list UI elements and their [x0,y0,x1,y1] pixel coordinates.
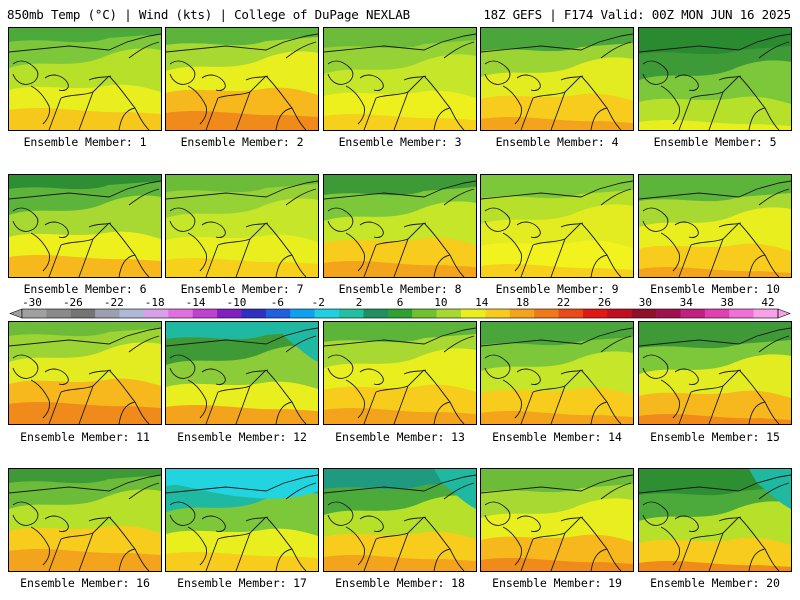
ensemble-member-label: Ensemble Member: 4 [495,135,619,149]
colorbar-tick-label: -26 [63,296,83,309]
colorbar-swatch [143,309,169,318]
colorbar-swatch [436,309,462,318]
ensemble-member-label: Ensemble Member: 20 [650,576,780,590]
ensemble-member-label: Ensemble Member: 2 [180,135,304,149]
ensemble-member-label: Ensemble Member: 16 [20,576,150,590]
colorbar-swatch [314,309,340,318]
colorbar-swatch [168,309,194,318]
colorbar-swatch [22,309,47,318]
colorbar-tick-label: 10 [434,296,447,309]
ensemble-member-label: Ensemble Member: 18 [335,576,465,590]
colorbar-tick-label: -6 [271,296,284,309]
colorbar-swatch [95,309,120,318]
colorbar-tick-label: 2 [356,296,363,309]
ensemble-member-label: Ensemble Member: 1 [23,135,147,149]
ensemble-member-label: Ensemble Member: 14 [492,430,622,444]
ensemble-member-map [323,174,477,278]
ensemble-member-map [8,321,162,425]
ensemble-member-label: Ensemble Member: 17 [177,576,307,590]
colorbar-swatch [460,309,486,318]
ensemble-member-map [480,27,634,131]
ensemble-member-label: Ensemble Member: 15 [650,430,780,444]
colorbar-swatch [70,309,96,318]
colorbar-right-arrow [777,308,791,319]
colorbar-swatch [339,309,364,318]
colorbar-swatch [363,309,389,318]
colorbar-tick-label: -14 [186,296,206,309]
figure-title: 850mb Temp (°C) | Wind (kts) | College o… [7,7,410,22]
colorbar-tick-label: 14 [475,296,489,309]
ensemble-member-map [638,27,792,131]
colorbar-swatch [607,309,632,318]
colorbar-tick-label: 6 [397,296,404,309]
colorbar-swatch [534,309,559,318]
colorbar-tick-label: -30 [22,296,42,309]
colorbar-tick-label: 18 [516,296,529,309]
ensemble-member-map [638,321,792,425]
colorbar-tick-label: 42 [761,296,774,309]
colorbar-swatch [217,309,242,318]
colorbar-tick-label: -18 [145,296,165,309]
colorbar-swatch [680,309,706,318]
colorbar-tick-label: 34 [680,296,694,309]
ensemble-member-map [480,321,634,425]
ensemble-member-map [323,321,477,425]
colorbar-swatch [558,309,584,318]
ensemble-member-label: Ensemble Member: 12 [177,430,307,444]
ensemble-member-map [480,174,634,278]
colorbar-tick-label: -10 [227,296,247,309]
ensemble-member-map [165,174,319,278]
colorbar-swatch [704,309,730,318]
ensemble-member-map [480,468,634,572]
colorbar-swatch [290,309,315,318]
colorbar-tick-label: 22 [557,296,570,309]
ensemble-member-map [165,27,319,131]
colorbar-swatch [46,309,72,318]
ensemble-member-label: Ensemble Member: 9 [495,282,619,296]
ensemble-member-map [8,468,162,572]
colorbar-swatch [656,309,681,318]
ensemble-member-label: Ensemble Member: 7 [180,282,304,296]
colorbar-tick-label: 26 [598,296,611,309]
ensemble-member-label: Ensemble Member: 13 [335,430,465,444]
colorbar-swatch [119,309,145,318]
colorbar-swatch [192,309,218,318]
ensemble-member-label: Ensemble Member: 10 [650,282,780,296]
colorbar-tick-label: -22 [104,296,124,309]
colorbar-swatch [753,309,779,318]
temperature-colorbar: -30 -26 -22 -18 -14 -10 -6 -2 2 6 10 14 18 22 26 30 34 38… [9,296,791,319]
ensemble-member-map [165,321,319,425]
ensemble-member-map [638,174,792,278]
colorbar-tick-label: 30 [639,296,652,309]
colorbar-swatch [582,309,608,318]
ensemble-member-map [323,27,477,131]
colorbar-swatch [387,309,413,318]
ensemble-member-map [8,174,162,278]
colorbar-tick-label: -2 [312,296,325,309]
colorbar-swatch [509,309,535,318]
colorbar-swatch [241,309,267,318]
colorbar-swatch [412,309,437,318]
colorbar-swatch [265,309,291,318]
ensemble-member-label: Ensemble Member: 11 [20,430,150,444]
colorbar-swatch [485,309,511,318]
ensemble-member-map [165,468,319,572]
ensemble-member-label: Ensemble Member: 8 [338,282,462,296]
ensemble-member-map [638,468,792,572]
ensemble-member-label: Ensemble Member: 19 [492,576,622,590]
ensemble-member-map [323,468,477,572]
ensemble-member-label: Ensemble Member: 5 [653,135,777,149]
ensemble-member-label: Ensemble Member: 3 [338,135,462,149]
colorbar-swatch [729,309,754,318]
ensemble-member-map [8,27,162,131]
run-valid-time: 18Z GEFS | F174 Valid: 00Z MON JUN 16 20… [483,7,791,22]
colorbar-tick-label: 38 [720,296,733,309]
colorbar-left-arrow [9,308,23,319]
colorbar-swatch [631,309,657,318]
ensemble-member-label: Ensemble Member: 6 [23,282,147,296]
